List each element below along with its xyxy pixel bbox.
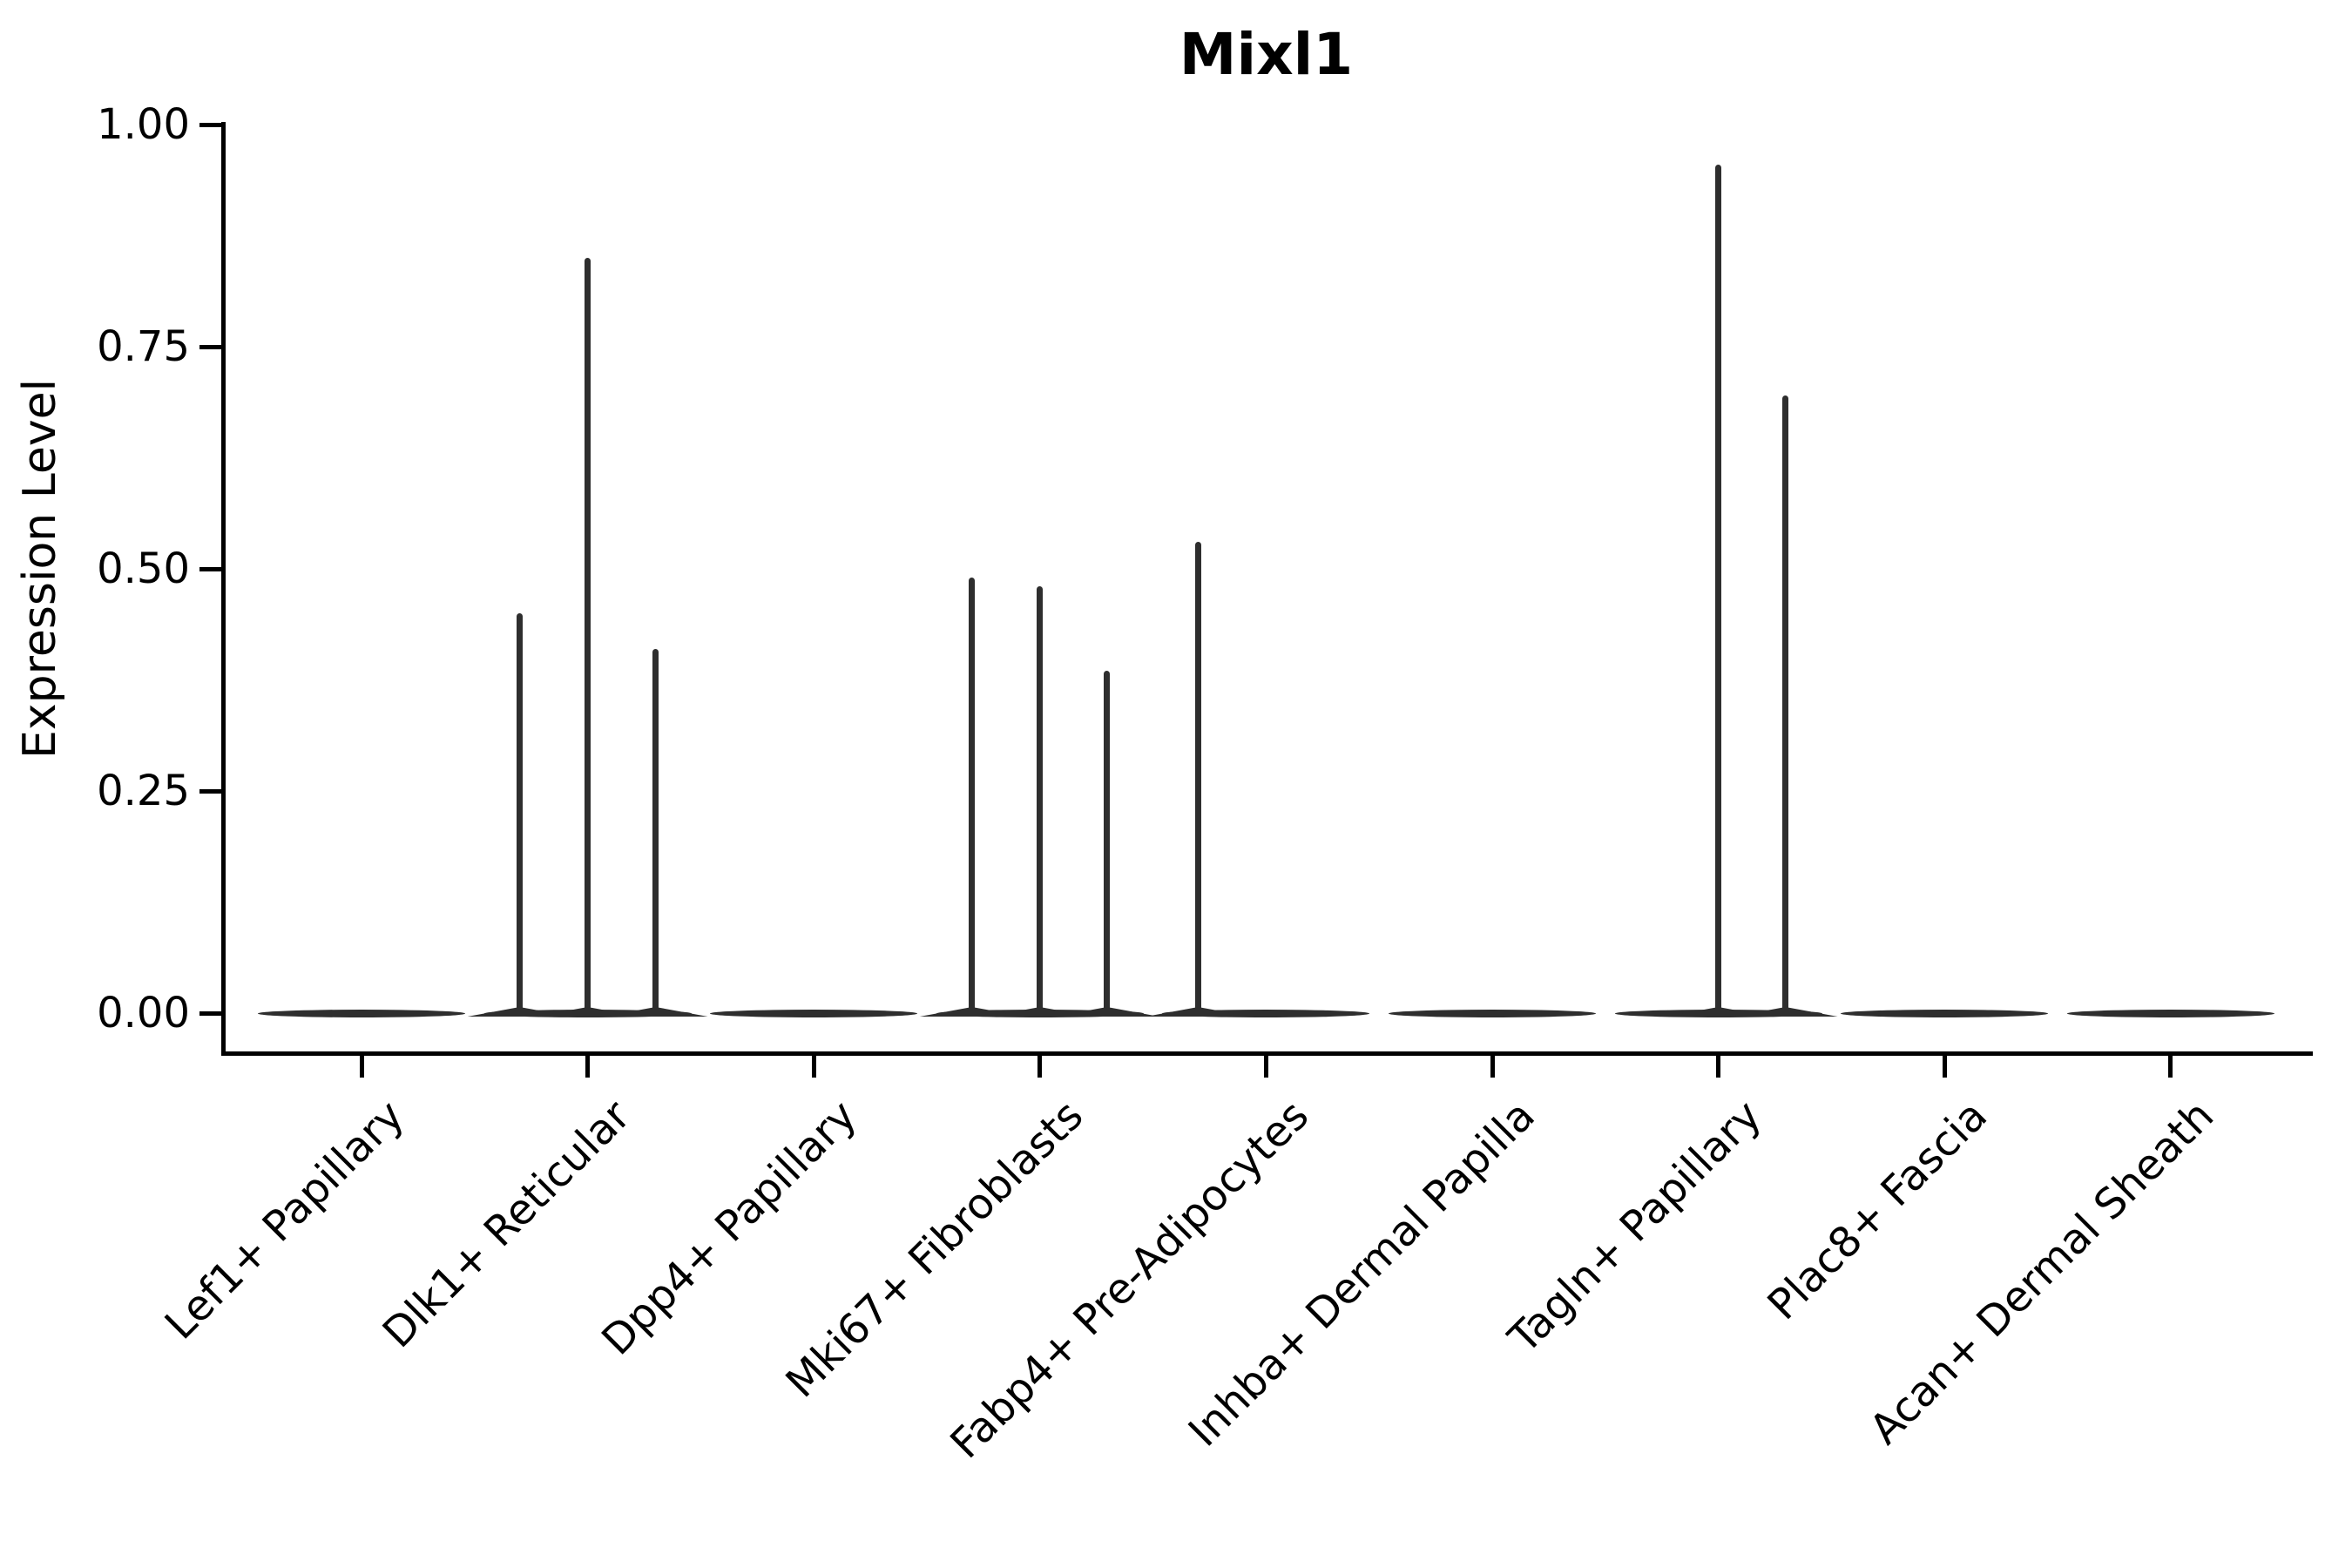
x-tick-mark <box>811 1056 816 1078</box>
y-tick-mark <box>199 1010 221 1016</box>
y-tick-label: 1.00 <box>97 100 190 149</box>
x-tick-mark <box>1490 1056 1495 1078</box>
y-tick-mark <box>199 344 221 349</box>
violin-baseline <box>258 1009 465 1017</box>
y-tick-mark <box>199 566 221 571</box>
violin-baseline <box>1389 1009 1596 1017</box>
x-category-label: Dpp4+ Papillary <box>592 1091 867 1365</box>
x-tick-mark <box>2168 1056 2173 1078</box>
violin-spike <box>1037 586 1044 1017</box>
violin-spike <box>1104 671 1111 1017</box>
violin-spike <box>517 613 524 1017</box>
violin-spike <box>652 648 659 1017</box>
x-tick-mark <box>1942 1056 1947 1078</box>
x-category-label: Fabp4+ Pre-Adipocytes <box>941 1091 1319 1469</box>
violin-baseline <box>1162 1009 1370 1017</box>
plot-title: Mixl1 <box>1179 21 1354 88</box>
x-tick-mark <box>585 1056 591 1078</box>
x-category-label: Lef1+ Papillary <box>156 1091 415 1349</box>
y-tick-label: 0.25 <box>97 767 190 815</box>
violin-spike <box>1715 164 1722 1017</box>
x-tick-mark <box>359 1056 364 1078</box>
x-category-label: Dlk1+ Reticular <box>374 1091 640 1358</box>
violin-spike <box>585 258 591 1017</box>
y-tick-label: 0.75 <box>97 322 190 371</box>
y-tick-mark <box>199 788 221 794</box>
x-category-label: Plac8+ Fascia <box>1758 1091 1997 1330</box>
violin-spike <box>1782 395 1789 1017</box>
x-category-label: Tagln+ Papillary <box>1499 1091 1771 1363</box>
y-tick-label: 0.50 <box>97 544 190 593</box>
violin-baseline <box>2066 1009 2274 1017</box>
y-tick-mark <box>199 122 221 127</box>
violin-spike <box>969 578 976 1017</box>
x-tick-mark <box>1263 1056 1268 1078</box>
x-axis-line <box>221 1051 2313 1056</box>
violin-baseline <box>710 1009 918 1017</box>
violin-baseline <box>1841 1009 2049 1017</box>
x-tick-mark <box>1037 1056 1043 1078</box>
x-tick-mark <box>1716 1056 1721 1078</box>
y-axis-line <box>221 122 226 1056</box>
violin-spike <box>1194 542 1201 1017</box>
y-tick-label: 0.00 <box>97 989 190 1037</box>
